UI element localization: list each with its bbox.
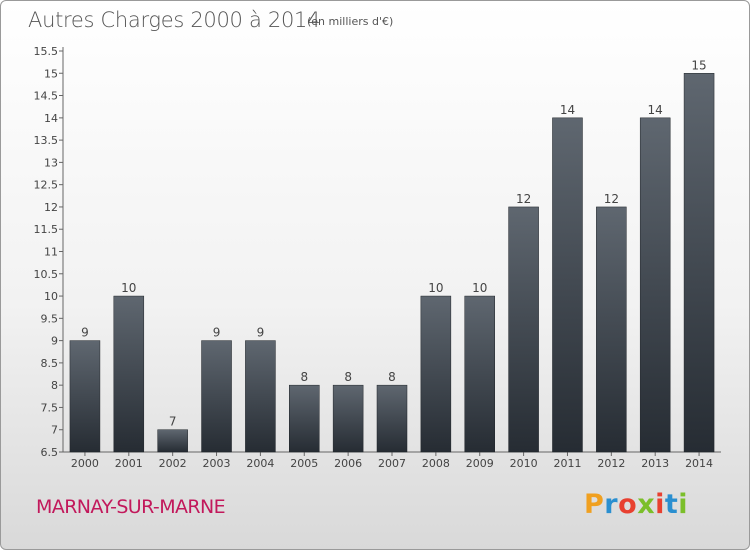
x-tick-label: 2000	[71, 457, 99, 470]
bar-value-label: 14	[648, 103, 663, 117]
axes: 6.5 7 7.5 8 8.5 9 9.5 10 10.5 11 11.5 12 12.5 13 13.5 1…	[34, 45, 721, 459]
y-tick-label: 14	[44, 112, 58, 125]
proxiti-logo: Proxiti	[584, 489, 688, 520]
logo-letter: i	[678, 489, 689, 520]
x-tick-label: 2013	[641, 457, 669, 470]
y-tick-label: 13	[44, 156, 58, 169]
bar-2000	[69, 340, 101, 453]
y-tick-label: 15.5	[34, 45, 59, 58]
y-tick-label: 13.5	[34, 134, 59, 147]
y-tick-label: 11.5	[34, 223, 59, 236]
x-tick-label: 2002	[159, 457, 187, 470]
y-tick-label: 9.5	[41, 312, 59, 325]
x-tick-label: 2009	[466, 457, 494, 470]
bar-2012	[596, 206, 627, 453]
x-tick-label: 2006	[334, 457, 362, 470]
bar-value-label: 9	[213, 326, 221, 340]
y-tick-label: 7.5	[41, 401, 59, 414]
x-tick-label: 2005	[290, 457, 318, 470]
y-tick-label: 12	[44, 201, 58, 214]
y-tick-label: 8.5	[41, 357, 59, 370]
bar-2014	[683, 73, 715, 453]
bar-value-label: 9	[81, 326, 89, 340]
logo-letter: o	[618, 489, 638, 520]
logo-letter: i	[655, 489, 665, 520]
bar-value-label: 7	[169, 415, 177, 429]
y-tick-label: 8	[51, 379, 58, 392]
x-tick-label: 2012	[597, 457, 625, 470]
x-tick-label: 2011	[553, 457, 581, 470]
bar-value-label: 10	[428, 281, 443, 295]
bar-value-label: 8	[388, 370, 396, 384]
bar-2008	[420, 295, 452, 453]
y-tick-label: 11	[44, 246, 58, 259]
y-tick-label: 15	[44, 67, 58, 80]
y-tick-label: 6.5	[41, 446, 59, 459]
x-tick-label: 2010	[510, 457, 538, 470]
logo-letter: t	[664, 489, 679, 520]
x-tick-label: 2004	[246, 457, 274, 470]
bar-value-label: 10	[121, 281, 136, 295]
x-tick-label: 2001	[115, 457, 143, 470]
x-tick-label: 2007	[378, 457, 406, 470]
y-tick-label: 7	[51, 424, 58, 437]
bar-2013	[639, 117, 671, 453]
commune-name: MARNAY-SUR-MARNE	[36, 496, 226, 518]
x-tick-label: 2008	[422, 457, 450, 470]
bar-value-label: 8	[300, 370, 308, 384]
bar-2006	[332, 384, 364, 453]
chart-title: Autres Charges 2000 à 2014	[28, 8, 321, 32]
bar-value-label: 12	[516, 192, 531, 206]
bar-2010	[508, 206, 539, 453]
bar-2009	[464, 295, 495, 453]
bars	[69, 73, 715, 453]
bar-value-label: 9	[257, 326, 265, 340]
bar-2004	[245, 340, 276, 453]
bar-value-label: 8	[344, 370, 352, 384]
logo-letter: x	[637, 489, 656, 520]
labels: 9 2000 10 2001 7 2002 9 2003 9 2004 8 2005 8 2006 8 200…	[71, 58, 713, 470]
bar-2011	[552, 117, 583, 453]
logo-letter: P	[584, 489, 605, 520]
bar-2001	[113, 295, 145, 453]
bar-value-label: 12	[604, 192, 619, 206]
y-tick-label: 9	[51, 335, 58, 348]
x-tick-label: 2014	[685, 457, 713, 470]
bar-value-label: 14	[560, 103, 575, 117]
y-tick-label: 10.5	[34, 268, 59, 281]
bar-value-label: 15	[691, 58, 706, 72]
bar-value-label: 10	[472, 281, 487, 295]
bar-2003	[201, 340, 232, 453]
bar-2002	[157, 429, 188, 453]
y-tick-label: 14.5	[34, 90, 59, 103]
chart-subtitle: (en milliers d'€)	[307, 15, 394, 28]
logo-letter: r	[604, 489, 619, 520]
x-tick-label: 2003	[203, 457, 231, 470]
y-tick-label: 12.5	[34, 179, 59, 192]
bar-2007	[376, 384, 408, 453]
y-tick-label: 10	[44, 290, 58, 303]
bar-2005	[289, 384, 320, 453]
